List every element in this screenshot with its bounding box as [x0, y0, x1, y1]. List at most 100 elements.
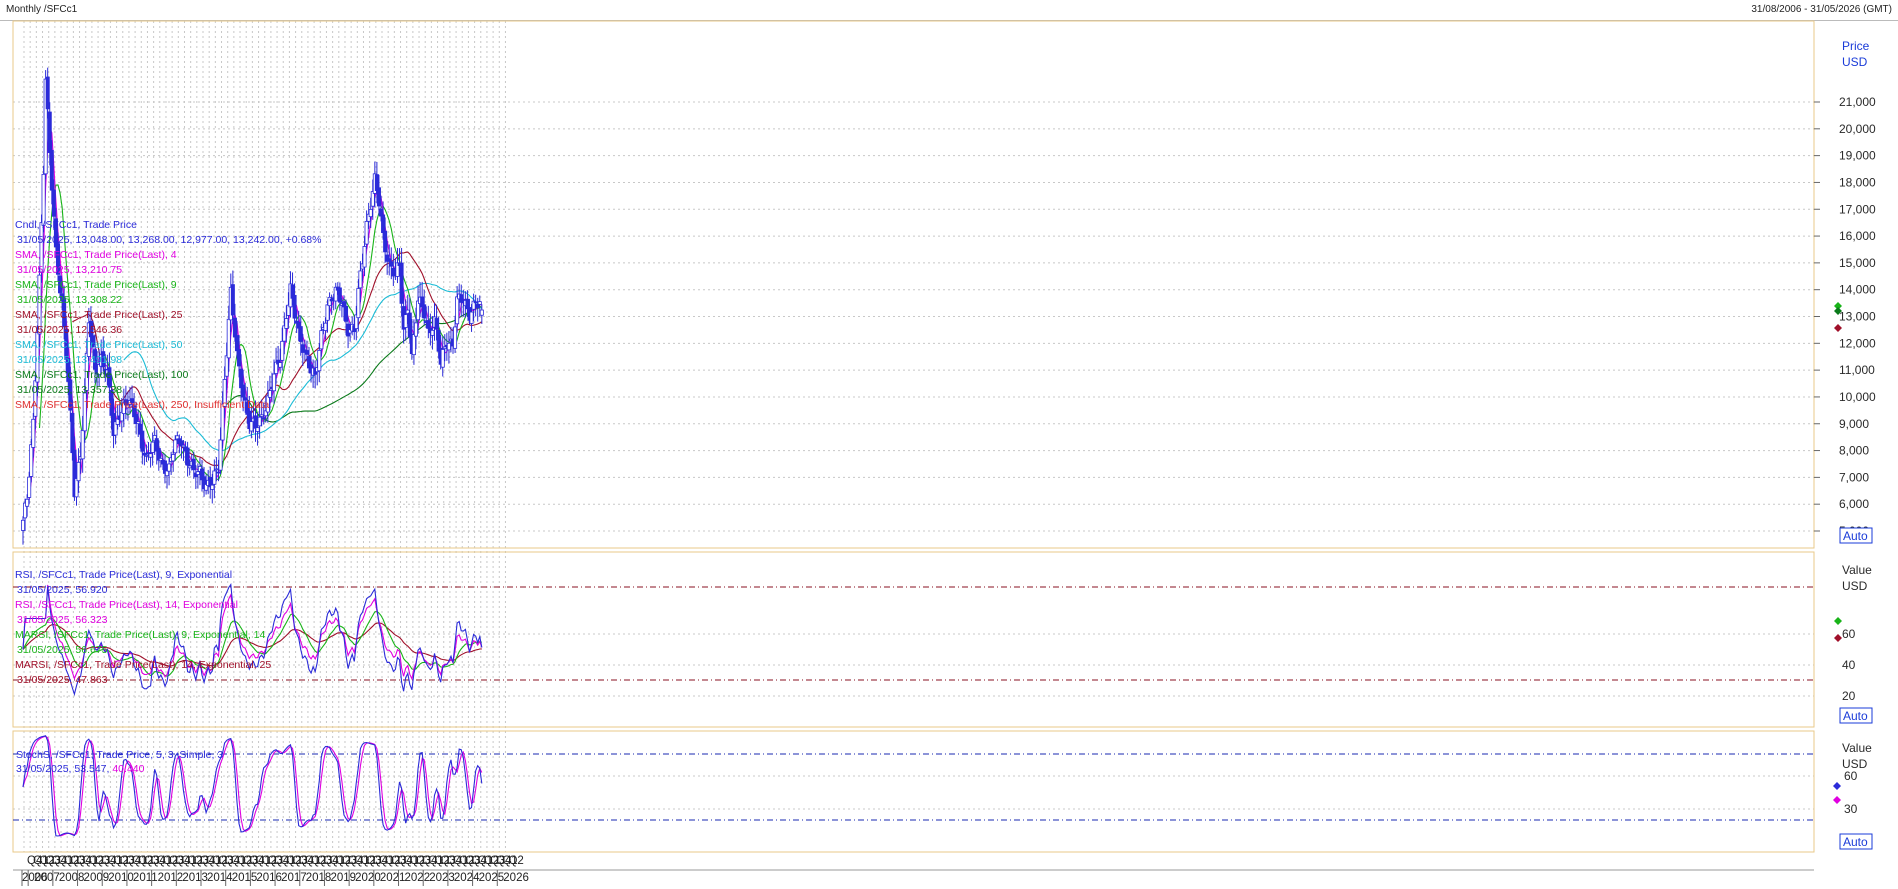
x-quarter-label: Q3 [317, 855, 332, 867]
sma25-marker [1834, 324, 1842, 332]
candle-down [304, 350, 309, 355]
stoch-auto-button[interactable]: Auto [1839, 833, 1873, 850]
x-quarter-label: Q3 [391, 855, 406, 867]
stoch-legend-line2: 31/05/2025, 53.547, 40.440 [16, 763, 145, 775]
x-quarter-label: Q4 [274, 855, 290, 867]
candle-up [267, 390, 272, 398]
x-quarter-label: Q2 [410, 855, 425, 867]
x-quarter-label: Q2 [508, 855, 523, 867]
x-quarter-label: Q2 [89, 855, 104, 867]
sma100-marker [1834, 307, 1842, 315]
candle-up [74, 478, 79, 498]
x-quarter-label: Q4 [126, 855, 142, 867]
price-legend-title: SMA, /SFCc1, Trade Price(Last), 9 [15, 279, 177, 291]
candle-up [214, 468, 219, 471]
x-year-label: 2022 [405, 872, 431, 884]
candle-up [195, 471, 200, 475]
candle-down [241, 384, 246, 398]
rsi-legend-title: RSI, /SFCc1, Trade Price(Last), 14, Expo… [15, 599, 238, 611]
x-quarter-label: Q3 [465, 855, 480, 867]
x-quarter-label: Q2 [385, 855, 400, 867]
candle-up [150, 441, 155, 453]
price-auto-button[interactable]: Auto [1839, 527, 1873, 544]
candle-down [234, 335, 239, 352]
x-year-label: 2011 [133, 872, 158, 884]
x-year-label: 2016 [256, 872, 282, 884]
candle-up [212, 470, 217, 485]
rsi-legend-title: MARSI, /SFCc1, Trade Price(Last), 9, Exp… [15, 629, 266, 641]
x-quarter-label: Q4 [27, 855, 43, 867]
candle-up [144, 454, 149, 457]
price-legend-title: SMA, /SFCc1, Trade Price(Last), 4 [15, 249, 177, 261]
candle-up [43, 78, 48, 175]
x-quarter-label: Q1 [280, 855, 295, 867]
x-quarter-label: Q1 [132, 855, 147, 867]
rsi-axis-title: Value [1842, 563, 1872, 577]
candle-down [51, 189, 56, 217]
candle-up [20, 519, 25, 531]
rsi-panel-border [12, 551, 1815, 728]
x-quarter-label: Q1 [83, 855, 98, 867]
candle-down [389, 261, 394, 267]
x-year-label: 2019 [330, 872, 356, 884]
stoch-tick-label: 30 [1844, 802, 1858, 816]
rsi-red-marker [1834, 634, 1842, 642]
candle-up [362, 246, 367, 268]
price-tick-label: 16,000 [1839, 229, 1876, 243]
price-auto-label: Auto [1843, 529, 1868, 543]
stoch-tick-label: 60 [1844, 769, 1858, 783]
candle-up [167, 463, 172, 472]
candle-up [76, 461, 81, 482]
candle-up [411, 334, 416, 356]
candle-down [381, 214, 386, 234]
x-quarter-label: Q2 [138, 855, 153, 867]
rsi-auto-button[interactable]: Auto [1839, 707, 1873, 724]
candle-down [298, 326, 303, 342]
candle-down [399, 262, 404, 304]
chart-canvas[interactable]: 21,000 20,000 19,000 18,000 17,000 16,000 15,0… [0, 20, 1898, 889]
candle-up [222, 379, 227, 407]
x-quarter-label: Q3 [416, 855, 431, 867]
stoch-legend-date: 31/05/2025, 53.547, [16, 763, 112, 775]
x-year-label: 2012 [158, 872, 184, 884]
stoch-axis-title: Value [1842, 741, 1872, 755]
stoch-legend-line1: StochS, /SFCc1, Trade Price, 5, 3, Simpl… [16, 749, 223, 761]
candle-up [224, 355, 229, 377]
price-legend-value: 31/05/2025, 12,546.36 [17, 324, 122, 336]
rsi-panel[interactable]: 60 40 20 Value USD Auto RSI, /SFCc1, Trade… [12, 551, 1873, 728]
x-quarter-label: Q1 [354, 855, 369, 867]
candle-up [257, 416, 262, 427]
x-quarter-label: Q2 [113, 855, 128, 867]
stoch-legend: StochS, /SFCc1, Trade Price, 5, 3, Simpl… [16, 749, 223, 775]
stoch-legend-d-value: 40.440 [112, 763, 144, 775]
x-quarter-label: Q2 [262, 855, 277, 867]
rsi-tick-label: 20 [1842, 689, 1856, 703]
rsi-auto-label: Auto [1843, 709, 1868, 723]
price-tick-label: 8,000 [1839, 444, 1869, 458]
candle-down [434, 318, 439, 330]
price-legend-title: SMA, /SFCc1, Trade Price(Last), 100 [15, 369, 188, 381]
x-quarter-label: Q2 [336, 855, 351, 867]
price-tick-label: 9,000 [1839, 417, 1869, 431]
rsi-legend-title: RSI, /SFCc1, Trade Price(Last), 9, Expon… [15, 569, 232, 581]
x-quarter-label: Q3 [95, 855, 110, 867]
x-quarter-label: Q4 [150, 855, 166, 867]
x-quarter-label: Q4 [299, 855, 315, 867]
candle-up [210, 484, 215, 490]
stoch-panel-border [12, 730, 1815, 853]
price-panel[interactable]: 21,000 20,000 19,000 18,000 17,000 16,000 15,0… [12, 20, 1876, 549]
x-quarter-label: Q3 [342, 855, 357, 867]
candle-up [430, 329, 435, 336]
candle-up [84, 352, 89, 391]
stoch-panel[interactable]: 60 30 Value USD Auto StochS, /SFCc1, Trad… [12, 730, 1873, 853]
candle-up [325, 304, 330, 321]
candle-up [218, 439, 223, 471]
x-quarter-label: Q4 [225, 855, 241, 867]
candle-down [45, 76, 50, 110]
x-quarter-label: Q2 [39, 855, 54, 867]
candle-up [25, 498, 30, 507]
marsi14-line [22, 610, 483, 677]
stoch-auto-label: Auto [1843, 835, 1868, 849]
price-panel-border [12, 20, 1815, 549]
x-year-label: 2009 [84, 872, 110, 884]
